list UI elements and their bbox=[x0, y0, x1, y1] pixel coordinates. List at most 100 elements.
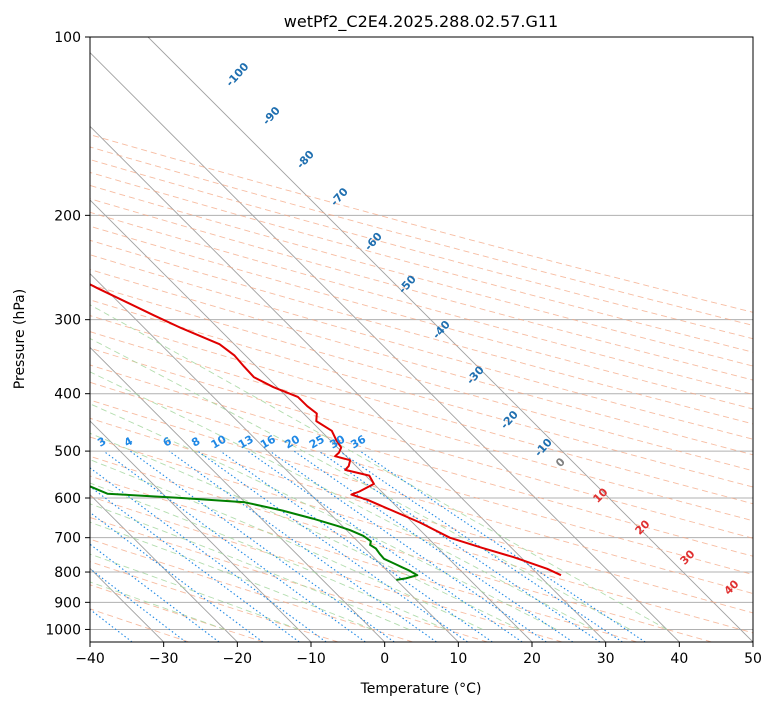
x-tick-label: −40 bbox=[75, 651, 105, 667]
x-tick-label: −10 bbox=[296, 651, 326, 667]
wet-bulb-label: -60 bbox=[362, 230, 385, 254]
dry-adiabat-line bbox=[90, 538, 414, 642]
x-axis-title: Temperature (°C) bbox=[360, 681, 482, 697]
dry-adiabat-line bbox=[90, 269, 753, 456]
x-tick-label: −20 bbox=[223, 651, 253, 667]
wet-bulb-label: -80 bbox=[294, 148, 317, 172]
isotherm-line bbox=[90, 420, 312, 642]
dry-adiabat-line bbox=[90, 184, 753, 367]
mixing-ratio-line bbox=[168, 450, 437, 642]
x-tick-label: 20 bbox=[523, 651, 541, 667]
moist-adiabat-line bbox=[90, 553, 299, 630]
wet-bulb-label: -20 bbox=[498, 408, 521, 432]
x-tick-label: 30 bbox=[597, 651, 615, 667]
wet-bulb-label: 10 bbox=[591, 485, 611, 505]
y-tick-label: 200 bbox=[54, 208, 81, 224]
dry-adiabat-line bbox=[90, 283, 753, 472]
isotherm-line bbox=[90, 494, 238, 642]
moist-adiabat-line bbox=[90, 337, 631, 630]
wet-bulb-label: -90 bbox=[260, 104, 283, 128]
dry-adiabat-line bbox=[90, 211, 753, 395]
dry-adiabat-line bbox=[90, 436, 753, 634]
mixing-ratio-line bbox=[359, 450, 646, 642]
plot-frame bbox=[89, 36, 754, 643]
mixing-ratio-label: 6 bbox=[161, 434, 174, 449]
mixing-ratio-label: 1 bbox=[1, 435, 14, 450]
y-axis-title: Pressure (hPa) bbox=[12, 289, 28, 389]
dry-adiabat-line bbox=[90, 561, 339, 642]
wet-bulb-label: -100 bbox=[223, 60, 251, 89]
dry-adiabat-line bbox=[90, 239, 753, 425]
mixing-ratio-line bbox=[90, 467, 327, 642]
axes: −40 −30 −20 −10 0 10 20 30 40 50 100 200 300 400 500 60… bbox=[45, 30, 762, 667]
mixing-ratio-line bbox=[293, 450, 574, 642]
moist-adiabat-line bbox=[90, 432, 520, 630]
y-tick-label: 1000 bbox=[45, 622, 81, 638]
dry-adiabat-line bbox=[90, 517, 488, 642]
mixing-ratio-line bbox=[197, 450, 468, 642]
isotherm-line bbox=[147, 37, 753, 642]
dry-adiabat-line bbox=[90, 299, 753, 488]
dry-adiabat-line bbox=[90, 198, 753, 381]
moist-adiabat-line bbox=[90, 371, 594, 630]
mixing-ratio-label: 20 bbox=[282, 432, 302, 451]
moist-adiabat-line bbox=[90, 503, 410, 630]
mixing-ratio-line bbox=[338, 450, 623, 642]
y-tick-label: 300 bbox=[54, 313, 81, 329]
dry-adiabat-line bbox=[90, 475, 638, 642]
dewpoint-profile-line bbox=[90, 485, 419, 581]
moist-adiabat-line bbox=[90, 304, 668, 630]
wet-bulb-label: -40 bbox=[430, 318, 453, 342]
dry-adiabat-line bbox=[90, 315, 753, 505]
mixing-ratio-label: 8 bbox=[189, 435, 202, 450]
y-tick-label: 900 bbox=[54, 595, 81, 611]
dry-adiabat-line bbox=[90, 455, 712, 642]
moist-adiabat-line bbox=[90, 482, 446, 630]
temperature-profile-line bbox=[90, 283, 562, 577]
mixing-ratio-label: 36 bbox=[348, 432, 368, 451]
dry-adiabat-line bbox=[90, 399, 753, 594]
y-tick-label: 800 bbox=[54, 565, 81, 581]
mixing-ratio-line bbox=[318, 450, 601, 642]
moist-adiabat-line bbox=[90, 459, 483, 630]
dry-adiabat-line bbox=[90, 254, 753, 440]
x-tick-label: 0 bbox=[380, 651, 389, 667]
wet-bulb-label: -50 bbox=[396, 272, 419, 296]
dry-adiabat-line bbox=[90, 608, 189, 642]
isotherm-line bbox=[90, 52, 680, 642]
mixing-ratio-label: 30 bbox=[328, 432, 348, 451]
isotherm-line bbox=[90, 346, 385, 642]
chart-title: wetPf2_C2E4.2025.288.02.57.G11 bbox=[284, 12, 558, 32]
dry-adiabat-line bbox=[90, 381, 753, 576]
dry-adiabat-line bbox=[90, 331, 753, 522]
wet-bulb-label: 40 bbox=[722, 577, 742, 597]
isotherm-line bbox=[90, 273, 459, 642]
dry-adiabat-line bbox=[90, 347, 753, 539]
y-tick-label: 100 bbox=[54, 30, 81, 46]
y-tick-label: 700 bbox=[54, 531, 81, 547]
y-tick-label: 400 bbox=[54, 387, 81, 403]
dry-adiabat-line bbox=[90, 495, 563, 642]
y-tick-label: 600 bbox=[54, 491, 81, 507]
mixing-ratio-label: 3 bbox=[95, 435, 108, 450]
dry-adiabat-line bbox=[90, 134, 753, 313]
wet-bulb-label: -30 bbox=[464, 363, 487, 387]
wet-bulb-label: -70 bbox=[328, 185, 351, 209]
y-tick-label: 500 bbox=[54, 444, 81, 460]
x-tick-label: 10 bbox=[449, 651, 467, 667]
mixing-ratio-label: 1.5 bbox=[29, 432, 52, 453]
isotherm-line bbox=[90, 199, 533, 642]
wet-bulb-label: -10 bbox=[532, 436, 555, 460]
x-tick-label: 40 bbox=[670, 651, 688, 667]
dry-adiabat-line bbox=[90, 417, 753, 614]
mixing-ratio-label: 13 bbox=[236, 433, 256, 452]
background-lines bbox=[90, 37, 753, 642]
wet-bulb-label: 30 bbox=[678, 547, 698, 567]
mixing-ratio-label: 10 bbox=[209, 432, 229, 451]
wet-bulb-label: 20 bbox=[633, 517, 653, 537]
dry-adiabat-line bbox=[90, 584, 264, 642]
dry-adiabat-line bbox=[90, 146, 753, 326]
mixing-ratio-line bbox=[220, 450, 493, 642]
mixing-ratio-label: 16 bbox=[258, 432, 278, 451]
